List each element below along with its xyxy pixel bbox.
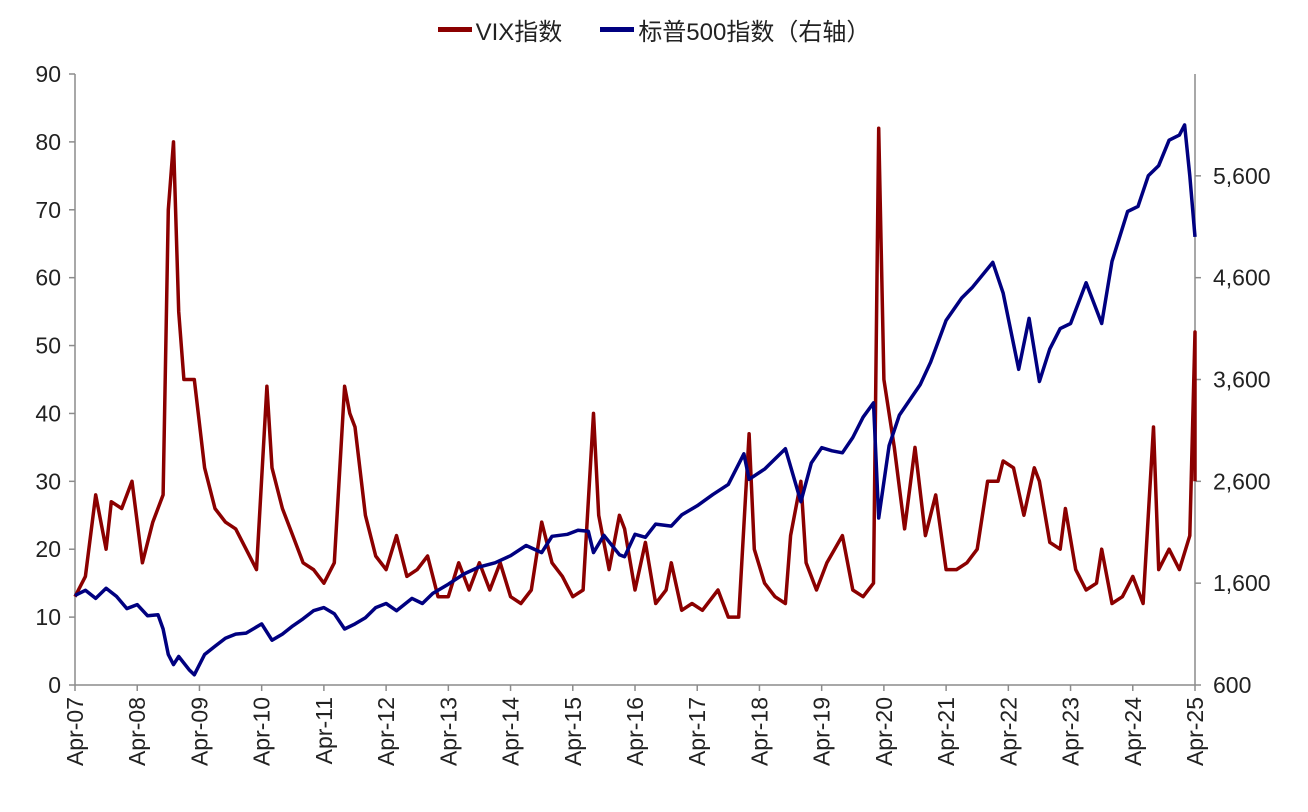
x-tick-label: Apr-11: [311, 697, 337, 764]
x-tick-label: Apr-13: [435, 697, 461, 766]
x-tick-label: Apr-09: [186, 697, 212, 766]
series-line-spx: [74, 123, 1197, 677]
y-left-tick-label: 30: [35, 468, 61, 494]
x-tick-label: Apr-15: [560, 697, 586, 766]
y-left-tick-label: 80: [35, 129, 61, 155]
legend-item-spx: 标普500指数（右轴）: [600, 12, 870, 47]
legend-swatch-spx: [600, 27, 635, 32]
x-tick-label: Apr-22: [995, 697, 1021, 766]
y-left-tick-label: 60: [35, 265, 61, 291]
x-tick-label: Apr-24: [1120, 697, 1146, 766]
y-right-tick-label: 5,600: [1213, 163, 1271, 189]
x-tick-label: Apr-10: [249, 697, 275, 766]
y-right-tick-label: 4,600: [1213, 265, 1271, 291]
x-tick-label: Apr-25: [1182, 697, 1208, 766]
x-tick-label: Apr-14: [498, 697, 524, 766]
x-tick-label: Apr-17: [684, 697, 710, 766]
y-left-tick-label: 10: [35, 604, 61, 630]
y-left-tick-label: 0: [48, 672, 61, 698]
y-left-tick-label: 40: [35, 400, 61, 426]
x-tick-label: Apr-12: [373, 697, 399, 766]
y-left-tick-label: 70: [35, 197, 61, 223]
x-tick-label: Apr-21: [933, 697, 959, 766]
y-right-tick-label: 3,600: [1213, 367, 1271, 393]
x-tick-label: Apr-23: [1058, 697, 1084, 766]
y-left-tick-label: 50: [35, 333, 61, 359]
x-tick-label: Apr-07: [62, 697, 88, 766]
legend-swatch-vix: [437, 27, 472, 32]
x-tick-label: Apr-08: [124, 697, 150, 766]
y-left-tick-label: 20: [35, 536, 61, 562]
y-right-tick-label: 1,600: [1213, 570, 1271, 596]
series-line-vix: [73, 126, 1197, 619]
legend: VIX指数 标普500指数（右轴）: [0, 12, 1308, 47]
legend-label-vix: VIX指数: [475, 19, 563, 46]
legend-label-spx: 标普500指数（右轴）: [638, 19, 871, 46]
legend-item-vix: VIX指数: [437, 12, 563, 47]
x-tick-label: Apr-20: [871, 697, 897, 766]
x-tick-label: Apr-19: [809, 697, 835, 766]
y-right-tick-label: 600: [1213, 672, 1251, 698]
x-tick-label: Apr-16: [622, 697, 648, 766]
x-tick-label: Apr-18: [746, 697, 772, 766]
y-right-tick-label: 2,600: [1213, 468, 1271, 494]
y-left-tick-label: 90: [35, 61, 61, 87]
